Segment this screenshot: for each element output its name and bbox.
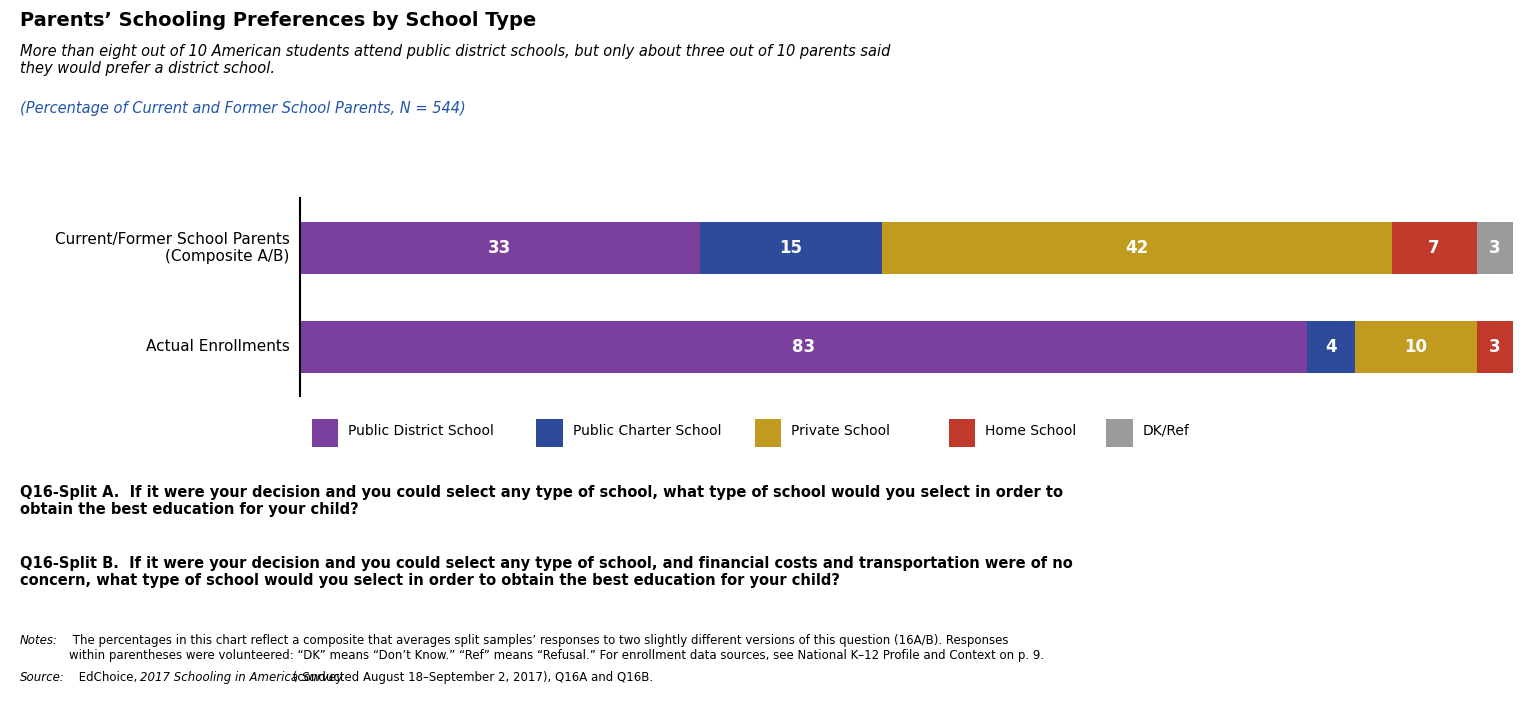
Text: 15: 15 bbox=[779, 239, 802, 257]
Bar bbox=[1307, 321, 1355, 372]
Bar bbox=[536, 419, 562, 447]
Text: 4: 4 bbox=[1326, 338, 1336, 356]
Text: More than eight out of 10 American students attend public district schools, but : More than eight out of 10 American stude… bbox=[20, 44, 891, 76]
Text: 42: 42 bbox=[1126, 239, 1149, 257]
Text: 10: 10 bbox=[1404, 338, 1427, 356]
Bar bbox=[1476, 222, 1513, 273]
Text: Parents’ Schooling Preferences by School Type: Parents’ Schooling Preferences by School… bbox=[20, 11, 536, 30]
Bar bbox=[700, 222, 882, 273]
Bar bbox=[1513, 321, 1536, 372]
Text: Q16-Split A.  If it were your decision and you could select any type of school, : Q16-Split A. If it were your decision an… bbox=[20, 485, 1063, 518]
Text: 7: 7 bbox=[1428, 239, 1439, 257]
Text: EdChoice,: EdChoice, bbox=[75, 671, 141, 684]
Text: Home School: Home School bbox=[985, 424, 1077, 438]
Text: DK/Ref: DK/Ref bbox=[1143, 424, 1190, 438]
Text: Source:: Source: bbox=[20, 671, 65, 684]
Text: Private School: Private School bbox=[791, 424, 889, 438]
Bar bbox=[882, 222, 1392, 273]
Text: 83: 83 bbox=[791, 338, 814, 356]
Text: 2017 Schooling in America Survey: 2017 Schooling in America Survey bbox=[140, 671, 343, 684]
Bar bbox=[300, 222, 700, 273]
Bar bbox=[312, 419, 338, 447]
Text: The percentages in this chart reflect a composite that averages split samples’ r: The percentages in this chart reflect a … bbox=[69, 634, 1044, 662]
Text: Notes:: Notes: bbox=[20, 634, 58, 646]
Text: Public District School: Public District School bbox=[349, 424, 495, 438]
Text: 3: 3 bbox=[1525, 338, 1536, 356]
Text: Current/Former School Parents
(Composite A/B): Current/Former School Parents (Composite… bbox=[55, 232, 290, 264]
Text: 3: 3 bbox=[1488, 239, 1501, 257]
Bar bbox=[1392, 222, 1476, 273]
Text: (Percentage of Current and Former School Parents, N = 544): (Percentage of Current and Former School… bbox=[20, 101, 465, 115]
Text: Q16-Split B.  If it were your decision and you could select any type of school, : Q16-Split B. If it were your decision an… bbox=[20, 556, 1072, 588]
Bar bbox=[300, 321, 1307, 372]
Bar bbox=[1106, 419, 1134, 447]
Text: 3: 3 bbox=[1488, 338, 1501, 356]
Bar bbox=[949, 419, 975, 447]
Bar bbox=[754, 419, 782, 447]
Text: Public Charter School: Public Charter School bbox=[573, 424, 720, 438]
Bar bbox=[1355, 321, 1476, 372]
Text: 33: 33 bbox=[488, 239, 511, 257]
Text: (conducted August 18–September 2, 2017), Q16A and Q16B.: (conducted August 18–September 2, 2017),… bbox=[289, 671, 653, 684]
Bar bbox=[1476, 321, 1513, 372]
Text: Actual Enrollments: Actual Enrollments bbox=[146, 339, 290, 355]
